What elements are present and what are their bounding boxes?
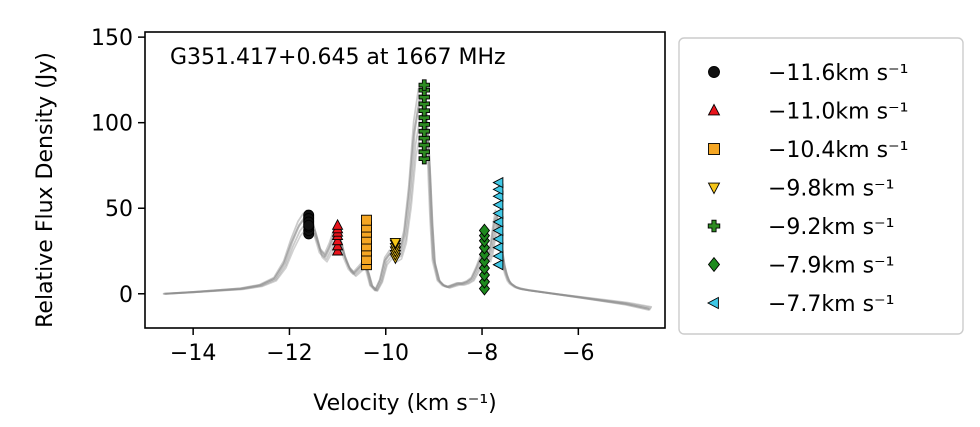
data-point <box>389 238 402 249</box>
x-axis-label: Velocity (km s⁻¹) <box>313 391 497 416</box>
marker-layer <box>303 79 504 296</box>
x-tick-label: −6 <box>562 341 594 366</box>
data-point <box>492 183 504 196</box>
data-point <box>492 250 504 262</box>
y-tick-label: 0 <box>119 283 133 308</box>
spectrum-layer <box>162 84 653 311</box>
y-tick-label: 100 <box>91 112 133 137</box>
data-point <box>361 214 372 226</box>
legend-label: −9.8km s⁻¹ <box>768 177 894 202</box>
axes-layer: −14 −12 −10 −8 −6 0 50 100 150 <box>91 26 595 366</box>
x-tick-label: −8 <box>466 341 498 366</box>
data-point <box>492 233 504 245</box>
data-point <box>492 241 504 254</box>
legend-label: −7.9km s⁻¹ <box>768 254 894 279</box>
x-tick-label: −14 <box>170 341 216 366</box>
legend-marker <box>707 103 721 116</box>
spectrum-trace-3 <box>163 84 650 311</box>
legend-marker <box>706 296 719 310</box>
legend-entries: −11.6km s⁻¹ −11.0km s⁻¹ −10.4km s⁻¹ −9.8km … <box>706 61 908 317</box>
legend: −11.6km s⁻¹ −11.0km s⁻¹ −10.4km s⁻¹ −9.8km … <box>678 37 964 335</box>
data-point <box>492 176 504 189</box>
legend-marker <box>707 219 721 233</box>
legend-frame <box>678 37 964 335</box>
legend-label: −9.2km s⁻¹ <box>768 215 894 240</box>
data-point <box>478 223 491 238</box>
data-point <box>492 224 504 237</box>
y-axis-label: Relative Flux Density (Jy) <box>33 52 58 328</box>
legend-label: −7.7km s⁻¹ <box>768 292 894 317</box>
legend-marker <box>707 256 721 273</box>
plot-frame <box>144 31 666 329</box>
data-point <box>303 219 315 231</box>
legend-marker <box>708 143 720 155</box>
chart-title: G351.417+0.645 at 1667 MHz <box>170 45 506 70</box>
data-point <box>418 79 430 91</box>
data-point <box>492 258 504 271</box>
data-point <box>492 216 504 228</box>
legend-label: −11.6km s⁻¹ <box>768 61 908 86</box>
legend-marker <box>707 182 721 195</box>
data-point <box>492 190 504 202</box>
x-tick-label: −10 <box>363 341 409 366</box>
legend-label: −10.4km s⁻¹ <box>768 138 908 163</box>
data-point <box>492 207 504 220</box>
legend-marker <box>708 66 720 78</box>
data-point <box>331 218 344 230</box>
x-tick-label: −12 <box>266 341 312 366</box>
y-tick-label: 150 <box>91 26 133 51</box>
y-tick-label: 50 <box>105 197 133 222</box>
legend-label: −11.0km s⁻¹ <box>768 100 908 125</box>
data-point <box>492 199 504 211</box>
